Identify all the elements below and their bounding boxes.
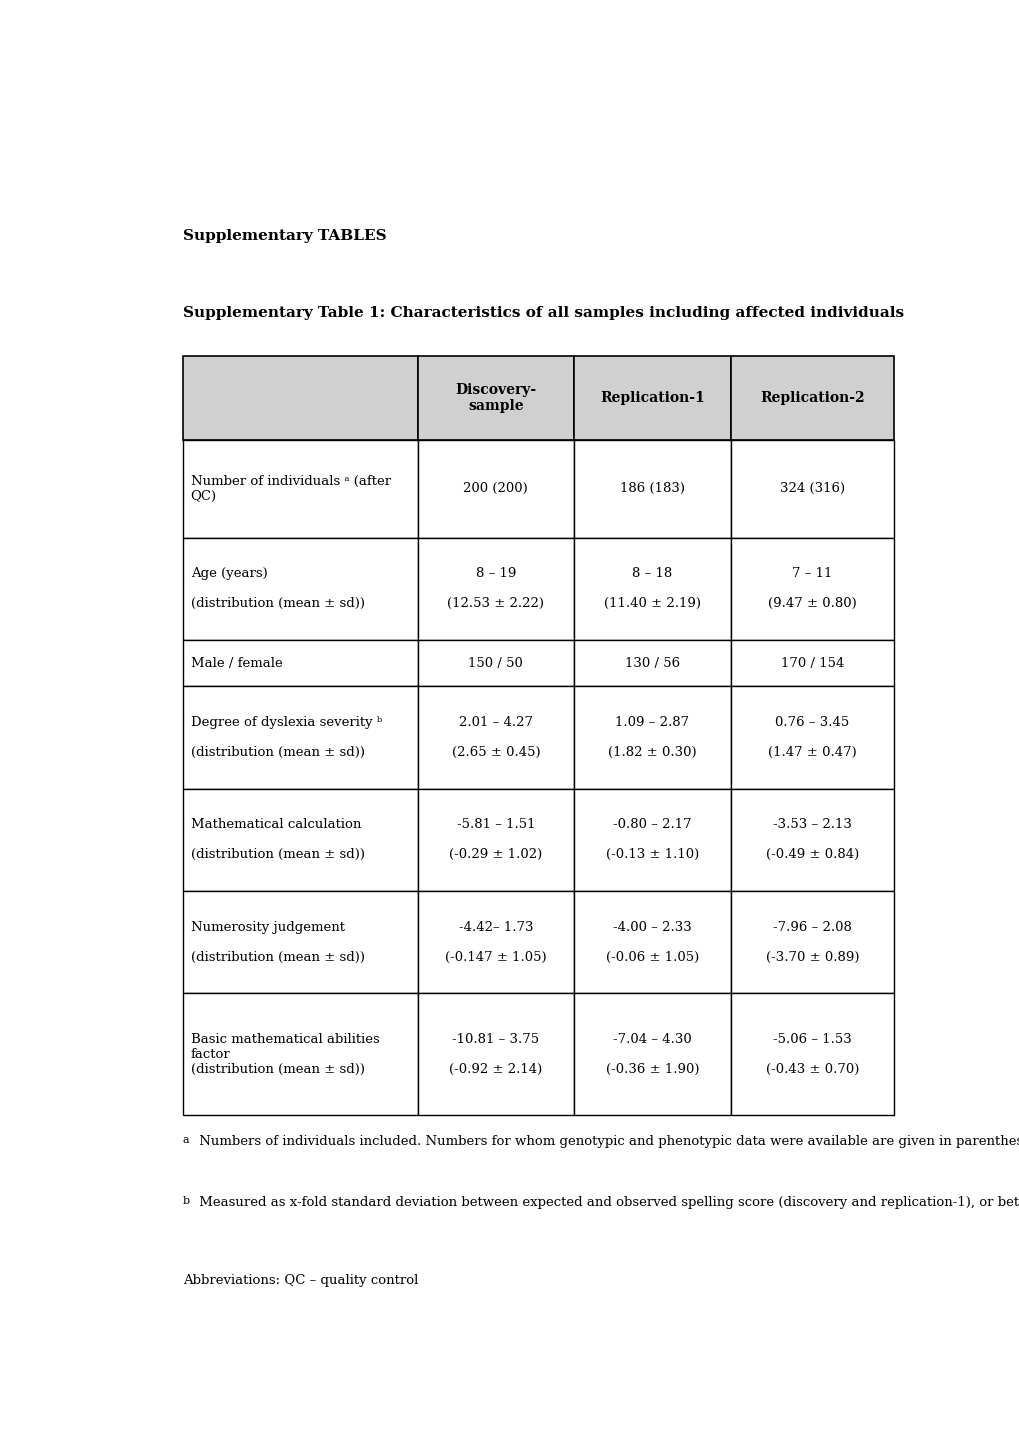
Text: Male / female: Male / female	[191, 657, 282, 670]
Bar	[182, 890, 417, 993]
Bar	[182, 639, 417, 687]
Text: 8 – 18

(11.40 ± 2.19): 8 – 18 (11.40 ± 2.19)	[603, 567, 700, 610]
Text: -7.96 – 2.08

(-3.70 ± 0.89): -7.96 – 2.08 (-3.70 ± 0.89)	[765, 921, 858, 964]
Bar	[417, 789, 574, 890]
Text: -5.81 – 1.51

(-0.29 ± 1.02): -5.81 – 1.51 (-0.29 ± 1.02)	[448, 818, 542, 861]
Bar	[417, 993, 574, 1115]
Bar	[417, 538, 574, 639]
Bar	[574, 356, 730, 440]
Text: 186 (183): 186 (183)	[620, 482, 684, 495]
Text: Numerosity judgement

(distribution (mean ± sd)): Numerosity judgement (distribution (mean…	[191, 921, 365, 964]
Text: 7 – 11

(9.47 ± 0.80): 7 – 11 (9.47 ± 0.80)	[767, 567, 856, 610]
Bar	[730, 440, 894, 538]
Text: a: a	[182, 1136, 190, 1146]
Text: Basic mathematical abilities
factor
(distribution (mean ± sd)): Basic mathematical abilities factor (dis…	[191, 1033, 379, 1076]
Bar	[574, 440, 730, 538]
Text: -4.42– 1.73

(-0.147 ± 1.05): -4.42– 1.73 (-0.147 ± 1.05)	[444, 921, 546, 964]
Bar	[182, 687, 417, 789]
Bar	[730, 890, 894, 993]
Text: 324 (316): 324 (316)	[780, 482, 844, 495]
Text: -4.00 – 2.33

(-0.06 ± 1.05): -4.00 – 2.33 (-0.06 ± 1.05)	[605, 921, 698, 964]
Text: -3.53 – 2.13

(-0.49 ± 0.84): -3.53 – 2.13 (-0.49 ± 0.84)	[765, 818, 858, 861]
Bar	[417, 890, 574, 993]
Text: 1.09 – 2.87

(1.82 ± 0.30): 1.09 – 2.87 (1.82 ± 0.30)	[607, 716, 696, 759]
Text: 8 – 19

(12.53 ± 2.22): 8 – 19 (12.53 ± 2.22)	[447, 567, 544, 610]
Bar	[182, 440, 417, 538]
Bar	[182, 789, 417, 890]
Text: -10.81 – 3.75

(-0.92 ± 2.14): -10.81 – 3.75 (-0.92 ± 2.14)	[448, 1033, 542, 1076]
Bar	[730, 356, 894, 440]
Text: Number of individuals ᵃ (after
QC): Number of individuals ᵃ (after QC)	[191, 475, 390, 502]
Text: -5.06 – 1.53

(-0.43 ± 0.70): -5.06 – 1.53 (-0.43 ± 0.70)	[765, 1033, 858, 1076]
Bar	[730, 993, 894, 1115]
Text: b: b	[182, 1196, 190, 1206]
Bar	[182, 993, 417, 1115]
Bar	[574, 639, 730, 687]
Text: Measured as x-fold standard deviation between expected and observed spelling sco: Measured as x-fold standard deviation be…	[196, 1196, 1019, 1209]
Bar	[417, 687, 574, 789]
Bar	[182, 356, 417, 440]
Text: -0.80 – 2.17

(-0.13 ± 1.10): -0.80 – 2.17 (-0.13 ± 1.10)	[605, 818, 698, 861]
Bar	[417, 356, 574, 440]
Text: 170 / 154: 170 / 154	[780, 657, 844, 670]
Bar	[417, 440, 574, 538]
Text: Degree of dyslexia severity ᵇ

(distribution (mean ± sd)): Degree of dyslexia severity ᵇ (distribut…	[191, 716, 382, 759]
Bar	[730, 639, 894, 687]
Bar	[417, 639, 574, 687]
Text: Abbreviations: QC – quality control: Abbreviations: QC – quality control	[182, 1274, 418, 1287]
Bar	[574, 890, 730, 993]
Text: Supplementary TABLES: Supplementary TABLES	[182, 228, 386, 242]
Text: Replication-2: Replication-2	[759, 391, 864, 405]
Text: Numbers of individuals included. Numbers for whom genotypic and phenotypic data : Numbers of individuals included. Numbers…	[196, 1136, 1019, 1149]
Text: Age (years)

(distribution (mean ± sd)): Age (years) (distribution (mean ± sd))	[191, 567, 365, 610]
Text: 200 (200): 200 (200)	[463, 482, 528, 495]
Bar	[730, 538, 894, 639]
Text: 0.76 – 3.45

(1.47 ± 0.47): 0.76 – 3.45 (1.47 ± 0.47)	[767, 716, 856, 759]
Text: Mathematical calculation

(distribution (mean ± sd)): Mathematical calculation (distribution (…	[191, 818, 365, 861]
Text: Supplementary Table 1: Characteristics of all samples including affected individ: Supplementary Table 1: Characteristics o…	[182, 306, 903, 320]
Bar	[574, 993, 730, 1115]
Bar	[730, 687, 894, 789]
Text: Discovery-
sample: Discovery- sample	[454, 382, 536, 413]
Text: 130 / 56: 130 / 56	[625, 657, 680, 670]
Bar	[182, 538, 417, 639]
Bar	[574, 538, 730, 639]
Text: 150 / 50: 150 / 50	[468, 657, 523, 670]
Bar	[574, 687, 730, 789]
Bar	[730, 789, 894, 890]
Text: 2.01 – 4.27

(2.65 ± 0.45): 2.01 – 4.27 (2.65 ± 0.45)	[451, 716, 540, 759]
Text: Replication-1: Replication-1	[599, 391, 704, 405]
Text: -7.04 – 4.30

(-0.36 ± 1.90): -7.04 – 4.30 (-0.36 ± 1.90)	[605, 1033, 698, 1076]
Bar	[574, 789, 730, 890]
